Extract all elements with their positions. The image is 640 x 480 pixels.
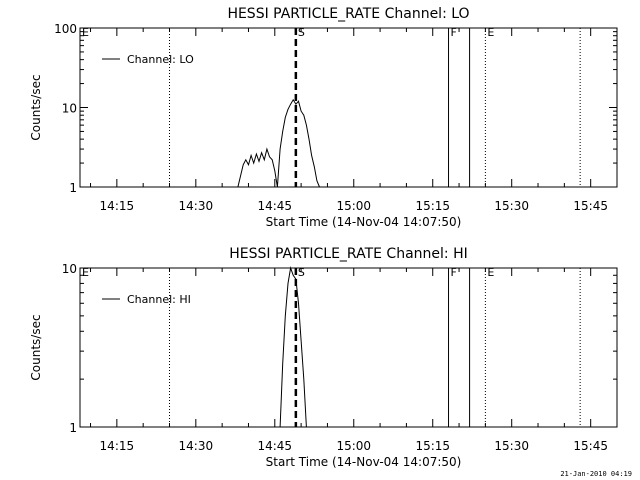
plot-frame xyxy=(79,27,618,188)
event-marker-label: E xyxy=(487,266,494,279)
chart-svg: HESSI PARTICLE_RATE Channel: LO Counts/se… xyxy=(29,6,618,229)
event-marker-label: F xyxy=(451,26,457,39)
plot-channel-hi: HESSI PARTICLE_RATE Channel: HI Counts/se… xyxy=(0,240,640,480)
plot-channel-lo: HESSI PARTICLE_RATE Channel: LO Counts/se… xyxy=(29,6,618,229)
event-marker-label: F xyxy=(451,266,457,279)
x-tick-label: 14:15 xyxy=(100,199,135,213)
x-tick-label: 14:45 xyxy=(257,439,292,453)
timestamp-label: 21-Jan-2010 04:19 xyxy=(560,470,632,478)
plot-frame xyxy=(79,267,618,428)
x-tick-label: 15:15 xyxy=(415,439,450,453)
y-tick-label: 10 xyxy=(62,102,77,116)
x-tick-label: 14:45 xyxy=(257,199,292,213)
x-tick-label: 15:45 xyxy=(573,199,608,213)
x-tick-label: 15:00 xyxy=(336,439,371,453)
event-marker-label: S xyxy=(298,266,305,279)
x-tick-label: 15:30 xyxy=(494,199,529,213)
y-tick-label: 1 xyxy=(69,181,77,195)
x-tick-label: 14:15 xyxy=(100,439,135,453)
y-axis-label: Counts/sec xyxy=(29,314,43,380)
y-axis-label: Counts/sec xyxy=(29,74,43,140)
x-tick-label: 14:30 xyxy=(179,439,214,453)
y-tick-label: 100 xyxy=(54,22,77,36)
event-marker-label: E xyxy=(82,266,89,279)
x-tick-label: 14:30 xyxy=(179,199,214,213)
x-axis-label: Start Time (14-Nov-04 14:07:50) xyxy=(266,455,462,469)
chart-title: HESSI PARTICLE_RATE Channel: LO xyxy=(227,6,469,22)
legend-label: Channel: LO xyxy=(127,53,194,66)
x-tick-label: 15:00 xyxy=(336,199,371,213)
x-tick-label: 15:45 xyxy=(573,439,608,453)
chart-svg: HESSI PARTICLE_RATE Channel: HI Counts/se… xyxy=(29,246,618,469)
event-marker-label: E xyxy=(82,26,89,39)
x-tick-label: 15:15 xyxy=(415,199,450,213)
event-marker-label: E xyxy=(487,26,494,39)
event-marker-label: S xyxy=(298,26,305,39)
series-line xyxy=(237,98,320,188)
series-line xyxy=(279,266,307,428)
y-tick-label: 1 xyxy=(69,421,77,435)
chart-title: HESSI PARTICLE_RATE Channel: HI xyxy=(229,246,467,262)
x-tick-label: 15:30 xyxy=(494,439,529,453)
legend-label: Channel: HI xyxy=(127,293,191,306)
x-axis-label: Start Time (14-Nov-04 14:07:50) xyxy=(266,215,462,229)
y-tick-label: 10 xyxy=(62,262,77,276)
